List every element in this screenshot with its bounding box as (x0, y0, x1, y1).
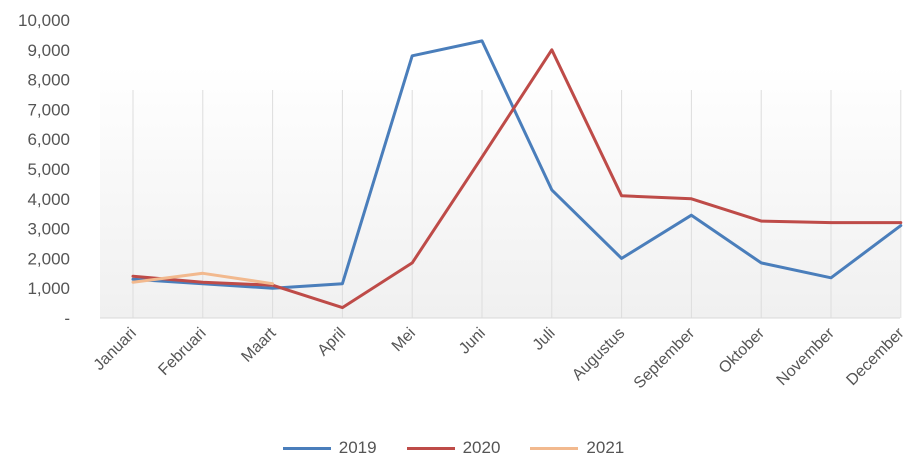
legend-label: 2019 (338, 438, 377, 457)
plot-background (100, 65, 900, 318)
y-tick-label: 9,000 (27, 41, 70, 60)
x-tick-label: Januari (91, 325, 140, 374)
x-tick-label: Mei (389, 325, 419, 355)
x-tick-label: September (631, 324, 699, 392)
legend-swatch (406, 446, 455, 450)
series-line-2020 (131, 48, 903, 310)
legend-swatch (282, 446, 331, 450)
series-line-2021 (131, 271, 275, 286)
y-tick-label: 5,000 (27, 160, 70, 179)
legend-swatch (530, 446, 579, 450)
x-tick-label: December (843, 324, 907, 389)
y-tick-label: 1,000 (27, 279, 70, 298)
legend-label: 2020 (462, 438, 501, 457)
x-tick-label: Augustus (569, 325, 628, 384)
y-tick-label: 2,000 (27, 249, 70, 268)
legend-item-2021: 2021 (530, 438, 624, 458)
legend-item-2020: 2020 (406, 438, 501, 458)
y-tick-label: 8,000 (27, 71, 70, 90)
y-tick-label: 7,000 (27, 100, 70, 119)
series-line-2019 (131, 39, 903, 290)
x-tick-label: Juni (456, 325, 489, 358)
y-tick-label: 6,000 (27, 130, 70, 149)
x-tick-label: November (774, 324, 839, 389)
y-tick-label: 10,000 (18, 11, 70, 30)
x-tick-label: Oktober (716, 324, 769, 377)
legend-label: 2021 (586, 438, 625, 457)
x-tick-label: Februari (155, 325, 209, 379)
x-tick-label: Maart (238, 324, 279, 365)
y-tick-label: 4,000 (27, 190, 70, 209)
y-tick-label: 3,000 (27, 220, 70, 239)
line-chart: - 1,000 2,000 3,000 4,000 5,000 6,000 7,000 8,00… (18, 11, 907, 392)
x-tick-label: Juli (530, 325, 559, 354)
legend-item-2019: 2019 (282, 438, 377, 458)
x-tick-label: April (315, 325, 350, 360)
y-tick-label: - (64, 309, 70, 328)
legend: 2019 2020 2021 (0, 438, 907, 458)
